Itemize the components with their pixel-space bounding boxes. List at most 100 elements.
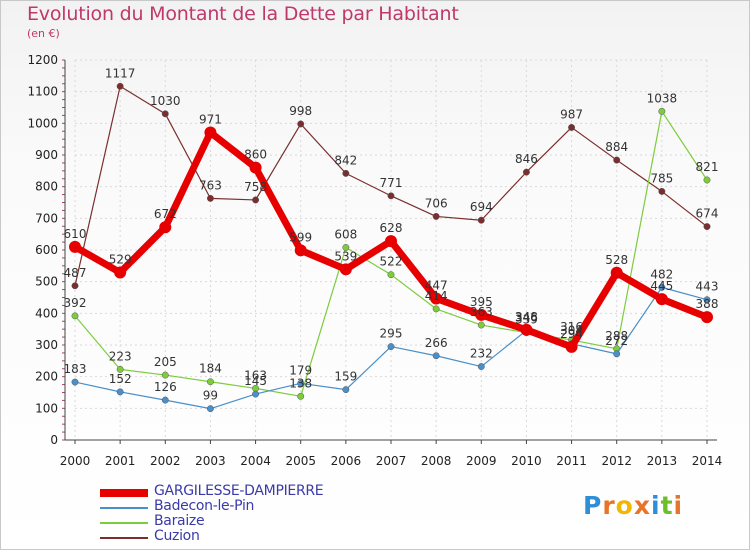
y-tick-label: 900 [35,148,58,162]
data-label-gargilesse-dampierre: 447 [425,278,448,292]
data-point-cuzion [116,82,124,90]
data-point-badecon-le-pin [206,405,214,413]
data-point-badecon-le-pin [432,352,440,360]
data-label-badecon-le-pin: 443 [696,280,719,294]
data-label-cuzion: 674 [696,207,719,221]
x-tick-label: 2000 [60,454,91,468]
y-tick-label: 1100 [27,85,58,99]
data-point-gargilesse-dampierre [69,240,81,253]
y-tick-label: 800 [35,180,58,194]
y-tick-label: 400 [35,306,58,320]
data-point-cuzion [477,216,485,224]
data-point-badecon-le-pin [703,296,711,304]
logo-letter: r [602,491,616,520]
x-tick-label: 2013 [647,454,678,468]
data-point-baraize [477,321,485,329]
data-point-gargilesse-dampierre [430,292,443,305]
y-tick-label: 1000 [27,116,58,130]
data-label-badecon-le-pin: 232 [470,347,493,361]
data-label-gargilesse-dampierre: 294 [560,327,583,341]
data-label-baraize: 363 [470,305,493,319]
data-point-gargilesse-dampierre [610,266,623,279]
data-point-baraize [297,392,305,400]
data-point-baraize [658,107,666,115]
x-tick-label: 2002 [150,454,181,468]
data-label-gargilesse-dampierre: 348 [515,310,538,324]
data-point-gargilesse-dampierre [475,308,488,321]
data-label-gargilesse-dampierre: 539 [334,249,357,263]
legend-swatch [100,522,148,524]
data-point-gargilesse-dampierre [385,235,397,248]
data-label-gargilesse-dampierre: 971 [199,113,222,127]
x-tick-label: 2005 [285,454,316,468]
data-label-baraize: 392 [64,296,87,310]
x-tick-label: 2004 [240,454,271,468]
data-label-badecon-le-pin: 183 [64,362,87,376]
y-tick-label: 0 [50,433,58,447]
y-tick-label: 500 [35,275,58,289]
data-label-badecon-le-pin: 295 [380,327,403,341]
data-point-baraize [116,365,124,373]
x-tick-label: 2003 [195,454,226,468]
logo-letter: i [673,491,684,520]
data-point-badecon-le-pin [342,386,350,394]
data-label-baraize: 821 [696,160,719,174]
data-point-baraize [342,244,350,251]
data-point-gargilesse-dampierre [114,266,127,279]
x-tick-label: 2012 [601,454,632,468]
data-label-cuzion: 487 [64,266,87,280]
y-tick-label: 700 [35,211,58,225]
data-label-badecon-le-pin: 99 [203,389,218,403]
data-label-baraize: 414 [425,289,448,303]
data-label-badecon-le-pin: 304 [560,324,583,338]
data-label-gargilesse-dampierre: 388 [696,297,719,311]
y-tick-label: 600 [35,243,58,257]
legend-label: Cuzion [154,528,200,544]
data-label-baraize: 163 [244,368,267,382]
data-point-gargilesse-dampierre [655,293,668,306]
x-tick-label: 2014 [692,454,723,468]
data-label-baraize: 288 [605,329,628,343]
data-label-gargilesse-dampierre: 395 [470,295,493,309]
data-label-gargilesse-dampierre: 672 [154,207,177,221]
data-point-cuzion [206,194,214,202]
data-label-cuzion: 763 [199,178,222,192]
data-labels: 487 1117 1030 763 758 998 842 771 706 694 846 987 88… [64,66,719,402]
data-point-cuzion [71,282,79,290]
data-label-badecon-le-pin: 126 [154,380,177,394]
x-tick-label: 2011 [556,454,587,468]
data-point-cuzion [387,192,395,200]
x-tick-label: 2006 [331,454,362,468]
legend-swatch [100,537,148,539]
x-tick-label: 2007 [376,454,407,468]
x-tick-label: 2009 [466,454,497,468]
data-label-cuzion: 758 [244,180,267,194]
y-tick-label: 100 [35,401,58,415]
data-point-badecon-le-pin [297,379,305,387]
data-label-cuzion: 706 [425,196,448,210]
series-lines [69,82,713,413]
data-point-badecon-le-pin [71,378,79,386]
data-point-baraize [161,371,169,379]
data-point-badecon-le-pin [477,363,485,370]
data-point-cuzion [432,212,440,220]
logo-letter: P [583,491,603,520]
data-label-badecon-le-pin: 346 [515,310,538,324]
data-point-cuzion [252,196,260,204]
chart-subtitle: (en €) [27,27,60,40]
logo-letter: i [651,491,661,520]
data-point-gargilesse-dampierre [565,340,578,353]
data-point-gargilesse-dampierre [249,161,262,174]
legend-label: GARGILESSE-DAMPIERRE [154,483,324,499]
data-label-baraize: 223 [109,349,132,363]
proxiti-logo: Proxiti [583,491,683,520]
data-label-badecon-le-pin: 266 [425,336,448,350]
data-label-cuzion: 785 [650,171,673,185]
data-label-badecon-le-pin: 179 [289,363,312,377]
data-point-badecon-le-pin [387,343,395,351]
data-label-cuzion: 1117 [105,66,136,80]
y-tick-label: 200 [35,370,58,384]
data-point-baraize [387,271,395,279]
data-point-badecon-le-pin [252,390,260,398]
data-label-gargilesse-dampierre: 599 [289,230,312,244]
